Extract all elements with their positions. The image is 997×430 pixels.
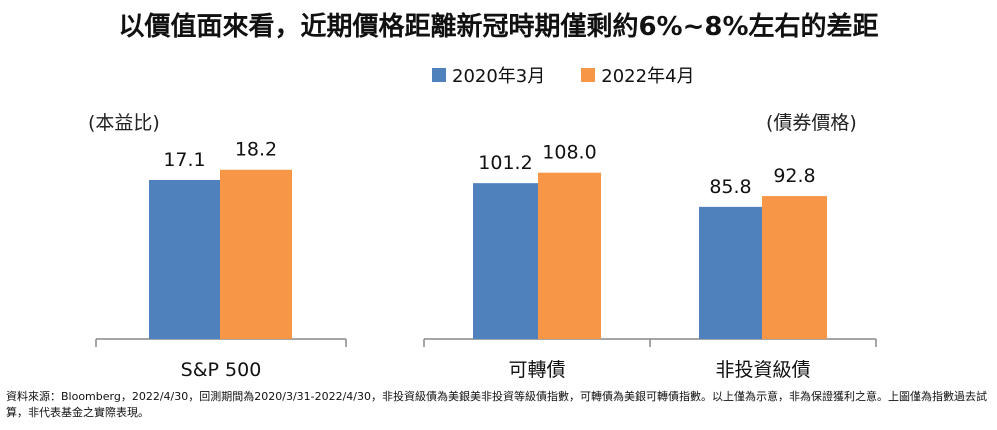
- legend-swatch-2022: [581, 68, 596, 82]
- data-label: 101.2: [478, 152, 532, 174]
- footnote: 資料來源：Bloomberg，2022/4/30，回測期間為2020/3/31-…: [6, 390, 988, 419]
- data-label: 92.8: [773, 165, 815, 187]
- data-label: 18.2: [235, 139, 277, 161]
- bar-2020: [473, 183, 538, 339]
- legend: 2020年3月 2022年4月: [432, 62, 695, 88]
- ylabel-bond-price: (債券價格): [766, 112, 857, 134]
- chart-title: 以價值面來看，近期價格距離新冠時期僅剩約6%~8%左右的差距: [118, 12, 879, 42]
- bar-2022: [762, 196, 827, 339]
- bar-2022: [538, 172, 601, 339]
- data-label: 108.0: [542, 142, 596, 164]
- category-label: S&P 500: [181, 359, 262, 381]
- bar-2020: [699, 206, 762, 339]
- category-label: 非投資級債: [715, 359, 810, 381]
- bar-2022: [220, 169, 292, 339]
- legend-label-2022: 2022年4月: [601, 66, 695, 87]
- data-label: 17.1: [163, 149, 205, 171]
- category-label: 可轉債: [508, 359, 565, 381]
- legend-swatch-2020: [432, 68, 446, 82]
- legend-label-2020: 2020年3月: [452, 66, 546, 87]
- data-label: 85.8: [709, 176, 751, 198]
- ylabel-pe: (本益比): [88, 112, 160, 134]
- bar-2020: [149, 179, 220, 339]
